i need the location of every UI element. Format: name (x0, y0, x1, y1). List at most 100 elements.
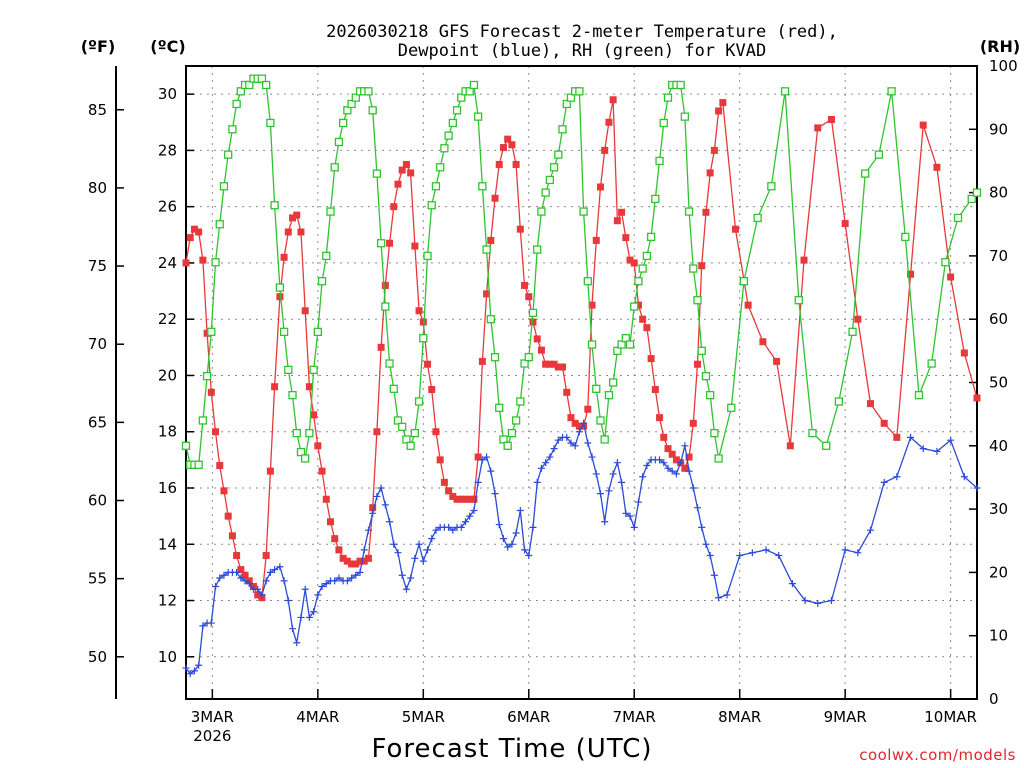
temperature-point (550, 360, 558, 368)
temperature-point (318, 467, 326, 475)
grid-lines (186, 66, 977, 699)
rh-point (520, 359, 529, 368)
rh-point (194, 460, 203, 469)
fahrenheit-tick-label: 75 (88, 257, 107, 275)
dewpoint-point (529, 523, 537, 531)
temperature-point (596, 183, 604, 191)
temperature-point (220, 487, 228, 495)
dewpoint-point (495, 521, 503, 529)
rh-point (646, 232, 656, 242)
temperature-point (466, 495, 474, 503)
temperature-point (233, 552, 241, 560)
dewpoint-point (919, 445, 927, 453)
rh-point (780, 87, 790, 96)
dewpoint-point (483, 453, 491, 461)
temperature-point (386, 239, 394, 247)
temperature-point (731, 225, 739, 233)
rh-point (528, 308, 538, 318)
rh-point (613, 346, 622, 356)
rh-point (482, 245, 491, 254)
temperature-point (664, 445, 672, 453)
temperature-point (203, 329, 211, 337)
temperature-point (866, 400, 874, 408)
dewpoint-point (664, 464, 672, 472)
dewpoint-point (314, 591, 322, 599)
rh-point (630, 302, 639, 311)
rh-point (427, 201, 436, 210)
dewpoint-point (499, 535, 507, 543)
rh-point (232, 99, 241, 109)
temperature-point (377, 343, 385, 351)
rh-point (224, 150, 233, 159)
dewpoint-point (276, 563, 284, 571)
rh-point (834, 397, 843, 406)
rh-point (406, 441, 415, 450)
rh-point (967, 194, 976, 204)
temperature-point (698, 262, 706, 270)
rh-point (592, 384, 601, 393)
dewpoint-point (933, 447, 941, 455)
rh-point (219, 182, 229, 191)
dewpoint-point (352, 571, 360, 579)
rh-point (211, 258, 220, 267)
rh-point (600, 435, 609, 444)
dewpoint-point (478, 456, 486, 464)
rh-point (697, 346, 706, 356)
temperature-point (634, 301, 642, 309)
rh-point (330, 163, 339, 172)
temperature-point (343, 557, 351, 565)
temperature-point (880, 419, 888, 427)
fahrenheit-tick-label: 55 (88, 570, 107, 588)
rh-point (684, 207, 694, 216)
temperature-point (195, 228, 203, 236)
temperature-point (280, 253, 288, 261)
dewpoint-point (567, 439, 575, 447)
temperature-point (719, 99, 727, 107)
rh-point (822, 441, 831, 450)
dewpoint-point (907, 433, 915, 441)
dewpoint-point (609, 470, 617, 478)
rh-point (972, 188, 982, 197)
rh-point (288, 391, 297, 400)
dewpoint-point (289, 625, 297, 633)
dewpoint-point (377, 484, 385, 492)
celsius-tick-label: 14 (158, 535, 177, 553)
celsius-tick-label: 30 (158, 85, 177, 103)
temperature-point (289, 214, 297, 222)
rh-point (440, 144, 449, 153)
temperature-point (212, 428, 220, 436)
temperature-point (656, 414, 664, 422)
temperature-point (605, 118, 613, 126)
dewpoint-point (698, 523, 706, 531)
rh-point (655, 156, 664, 166)
dewpoint-point (588, 453, 596, 461)
credit-label: coolwx.com/models (859, 746, 1016, 764)
dewpoint-point (428, 535, 436, 543)
temperature-point (352, 560, 360, 568)
rh-point (541, 188, 550, 197)
dewpoint-point (470, 507, 478, 515)
dewpoint-point (394, 549, 402, 557)
rh-point (901, 232, 910, 242)
rh-point (680, 112, 690, 121)
dewpoint-point (297, 613, 305, 621)
rh-point (516, 397, 525, 406)
temperature-point (348, 560, 356, 568)
dewpoint-point (748, 549, 756, 557)
temperature-point (207, 388, 215, 396)
rh-point (579, 207, 588, 216)
rh-point (262, 80, 271, 90)
temperature-point (893, 433, 901, 441)
x-tick-label: 3MAR (191, 708, 234, 726)
rh-point (848, 327, 857, 337)
temperature-point (702, 208, 710, 216)
temperature-point (373, 428, 381, 436)
rh-point (808, 428, 817, 438)
rh-point (317, 277, 327, 286)
temperature-point (339, 554, 347, 562)
rh-point (334, 137, 344, 147)
x-tick-label: 5MAR (402, 708, 445, 726)
rh-point (448, 118, 457, 128)
rh-point (257, 74, 267, 83)
